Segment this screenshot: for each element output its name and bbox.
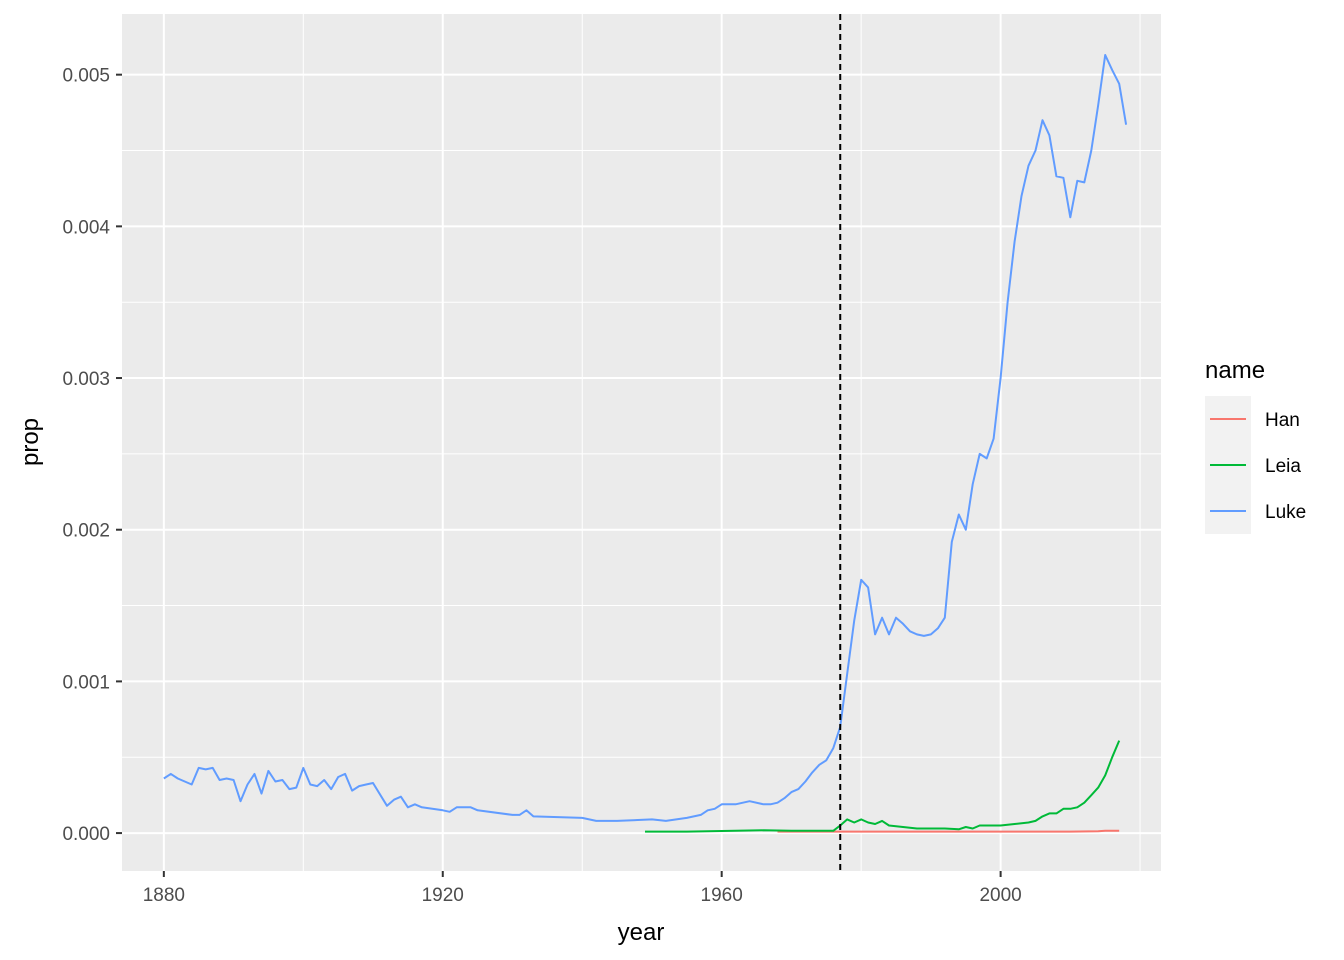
legend-label-han: Han (1265, 410, 1300, 431)
series-line-luke (163, 54, 1128, 822)
x-tick-label: 2000 (979, 885, 1021, 906)
plot-panel (122, 14, 1161, 871)
x-axis: 1880 1920 1960 2000 (143, 871, 1022, 906)
major-gridlines (122, 14, 1161, 871)
x-tick-label: 1960 (701, 885, 743, 906)
legend-label-luke: Luke (1265, 502, 1306, 523)
y-axis: 0.000 0.001 0.002 0.003 0.004 0.005 (62, 66, 122, 845)
y-tick-label: 0.003 (62, 369, 110, 390)
y-tick-label: 0.002 (62, 521, 110, 542)
x-tick-label: 1880 (143, 885, 185, 906)
y-tick-label: 0.005 (62, 66, 110, 87)
minor-gridlines (122, 14, 1161, 871)
y-tick-label: 0.000 (62, 824, 110, 845)
legend: name Han Leia Luke (1205, 357, 1306, 534)
x-axis-title: year (618, 919, 665, 946)
series-layer (163, 54, 1128, 833)
y-tick-label: 0.001 (62, 672, 110, 693)
legend-title: name (1205, 357, 1265, 384)
series-line-leia (645, 740, 1121, 833)
x-tick-label: 1920 (422, 885, 464, 906)
legend-label-leia: Leia (1265, 456, 1301, 477)
y-axis-title: prop (17, 418, 44, 466)
y-tick-label: 0.004 (62, 217, 110, 238)
series-line-han (777, 829, 1120, 833)
